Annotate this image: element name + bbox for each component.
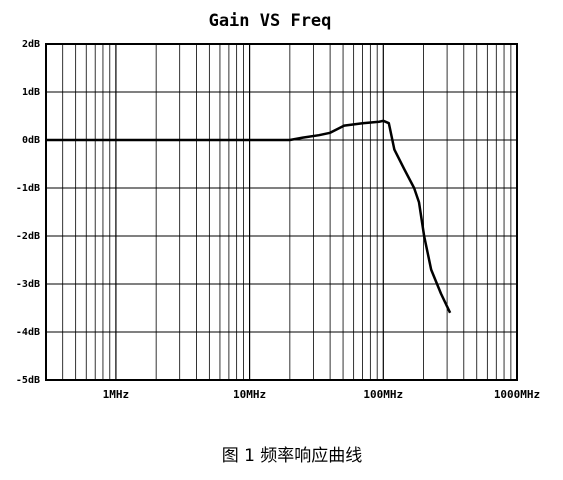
x-tick-label: 1000MHz [494,388,540,401]
y-tick-label: 0dB [22,135,40,146]
y-tick-label: -5dB [16,375,40,386]
y-tick-label: -4dB [16,327,40,338]
y-tick-label: -2dB [16,231,40,242]
y-tick-label: -1dB [16,183,40,194]
chart-title: Gain VS Freq [209,11,332,31]
y-tick-label: 2dB [22,39,40,50]
plot-frame [45,43,518,381]
gain-line [46,119,452,314]
y-tick-label: -3dB [16,279,40,290]
x-tick-label: 1MHz [103,388,130,401]
x-tick-label: 100MHz [363,388,403,401]
caption: 图 1 频率响应曲线 [222,446,363,466]
y-tick-label: 1dB [22,87,40,98]
x-tick-label: 10MHz [233,388,266,401]
